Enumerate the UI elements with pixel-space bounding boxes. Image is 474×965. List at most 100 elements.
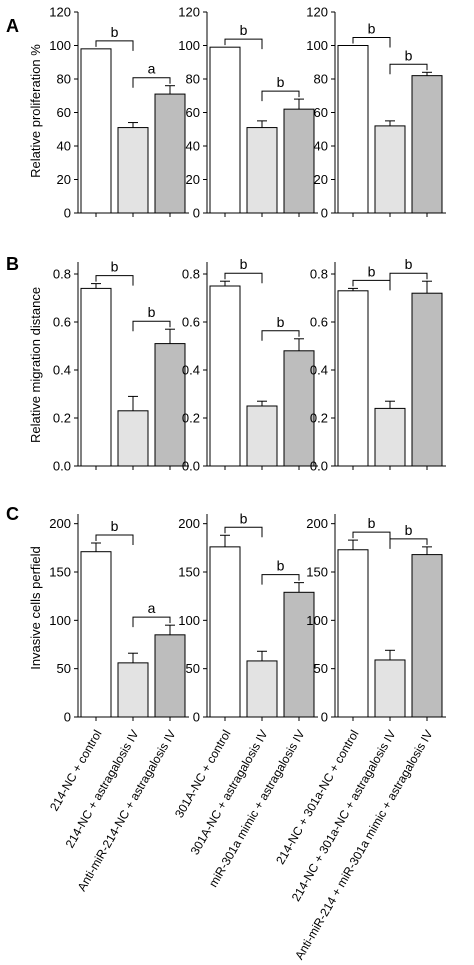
- y-tick-label-b3-4: 0.8: [310, 267, 328, 282]
- significance-bracket-c1-2: [132, 616, 171, 628]
- bar-a3-2: [374, 125, 406, 214]
- bar-c3-3: [411, 554, 443, 718]
- y-axis-label-migration: Relative migration distance: [28, 287, 43, 443]
- y-tick-label-c1-4: 200: [49, 516, 71, 531]
- y-tick-label-c2-2: 100: [178, 613, 200, 628]
- significance-bracket-c2-2: [261, 574, 300, 585]
- bar-b3-3: [411, 292, 443, 467]
- y-tick-label-a3-4: 80: [314, 72, 328, 87]
- y-tick-label-a3-3: 60: [314, 105, 328, 120]
- bar-c3-1: [337, 549, 369, 718]
- y-tick-label-a1-5: 100: [49, 38, 71, 53]
- y-tick-label-a1-0: 0: [64, 206, 71, 221]
- bar-b1-2: [117, 410, 149, 467]
- significance-label-a1-2: a: [148, 61, 156, 77]
- y-tick-label-b3-1: 0.2: [310, 411, 328, 426]
- bar-b3-1: [337, 290, 369, 467]
- y-tick-label-b2-4: 0.8: [182, 267, 200, 282]
- y-tick-label-c1-3: 150: [49, 565, 71, 580]
- significance-bracket-b3-2: [389, 272, 428, 284]
- chart-panel-a-2: 0 20 40 60 80 100 120 b b: [178, 5, 318, 221]
- y-tick-label-b1-3: 0.6: [53, 315, 71, 330]
- significance-label-b2-1: b: [240, 256, 248, 272]
- significance-bracket-a2-2: [261, 90, 300, 102]
- y-tick-label-a3-1: 20: [314, 172, 328, 187]
- y-tick-label-a3-2: 40: [314, 139, 328, 154]
- bar-b3-2: [374, 407, 406, 467]
- significance-label-a2-2: b: [277, 74, 285, 90]
- bar-a2-3: [283, 108, 315, 214]
- bar-a2-1: [209, 46, 241, 214]
- significance-bracket-a2-1: [224, 38, 263, 50]
- panel-letter-c: C: [6, 504, 19, 524]
- bar-a1-2: [117, 127, 149, 214]
- y-tick-label-c3-4: 200: [306, 516, 328, 531]
- bar-a3-3: [411, 75, 443, 214]
- y-tick-label-a2-2: 40: [186, 139, 200, 154]
- y-tick-label-a1-1: 20: [57, 172, 71, 187]
- chart-panel-c-2: 0 50 100 150 200 b b: [178, 510, 318, 725]
- y-tick-label-a2-5: 100: [178, 38, 200, 53]
- y-tick-label-b1-2: 0.4: [53, 363, 71, 378]
- y-tick-label-c2-1: 50: [186, 661, 200, 676]
- bar-b1-3: [154, 343, 186, 467]
- y-tick-label-a1-3: 60: [57, 105, 71, 120]
- significance-bracket-c2-1: [224, 526, 263, 538]
- significance-label-b3-1: b: [368, 263, 376, 279]
- significance-bracket-b2-2: [261, 330, 300, 341]
- bar-c1-3: [154, 634, 186, 718]
- y-tick-label-c1-2: 100: [49, 613, 71, 628]
- bar-a3-1: [337, 45, 369, 214]
- chart-panel-b-1: 0.0 0.2 0.4 0.6 0.8 b b: [53, 259, 189, 474]
- panel-letter-a: A: [6, 16, 19, 36]
- significance-bracket-b2-1: [224, 272, 263, 284]
- y-tick-label-c3-2: 100: [306, 613, 328, 628]
- chart-panel-c-1: 0 50 100 150 200 b a: [49, 514, 189, 725]
- bar-c3-2: [374, 659, 406, 718]
- y-tick-label-a1-6: 120: [49, 5, 71, 20]
- y-tick-label-a2-1: 20: [186, 172, 200, 187]
- significance-bracket-b1-1: [95, 275, 134, 286]
- chart-panel-a-3: 0 20 40 60 80 100 120 b b: [306, 5, 446, 221]
- y-axis-label-invasion: Invasive cells perfield: [28, 546, 43, 670]
- y-tick-label-c3-1: 50: [314, 661, 328, 676]
- chart-panel-a-1: 0 20 40 60 80 100 120 b a: [49, 5, 189, 221]
- y-axis-label-proliferation: Relative proliferation %: [28, 44, 43, 178]
- significance-label-b3-2: b: [405, 256, 413, 272]
- y-tick-label-a2-3: 60: [186, 105, 200, 120]
- y-tick-label-c1-0: 0: [64, 710, 71, 725]
- x-category-label-c-1-2: 214-NC + astragalosis IV: [63, 728, 142, 851]
- y-tick-label-c3-0: 0: [321, 710, 328, 725]
- y-tick-label-a3-0: 0: [321, 206, 328, 221]
- bar-c2-3: [283, 591, 315, 718]
- y-tick-label-b2-3: 0.6: [182, 315, 200, 330]
- y-tick-label-b1-1: 0.2: [53, 411, 71, 426]
- significance-bracket-c1-1: [95, 534, 134, 545]
- bar-c2-2: [246, 660, 278, 718]
- y-tick-label-c2-4: 200: [178, 516, 200, 531]
- significance-label-b1-1: b: [111, 259, 119, 275]
- significance-label-c1-1: b: [111, 518, 119, 534]
- y-tick-label-b2-0: 0.0: [182, 459, 200, 474]
- bar-c1-2: [117, 662, 149, 718]
- significance-bracket-a3-1: [352, 37, 391, 48]
- significance-bracket-a1-2: [132, 77, 171, 88]
- significance-bracket-c3-1: [352, 531, 391, 543]
- bar-c1-1: [80, 551, 112, 718]
- y-tick-label-a1-4: 80: [57, 72, 71, 87]
- bar-b1-1: [80, 287, 112, 467]
- significance-label-c2-1: b: [240, 510, 248, 526]
- bar-c2-1: [209, 546, 241, 718]
- chart-panel-c-3: 0 50 100 150 200 b b: [306, 514, 446, 725]
- y-tick-label-b3-3: 0.6: [310, 315, 328, 330]
- significance-label-c2-2: b: [277, 558, 285, 574]
- significance-label-c1-2: a: [148, 600, 156, 616]
- bar-a1-3: [154, 93, 186, 214]
- y-tick-label-a1-2: 40: [57, 139, 71, 154]
- significance-label-b2-2: b: [277, 314, 285, 330]
- y-tick-label-b3-2: 0.4: [310, 363, 328, 378]
- y-tick-label-b3-0: 0.0: [310, 459, 328, 474]
- y-tick-label-c1-1: 50: [57, 661, 71, 676]
